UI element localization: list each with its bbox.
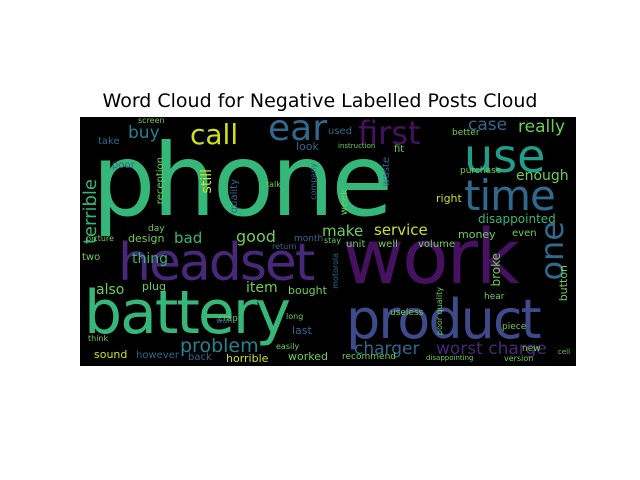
word-back: back xyxy=(188,352,212,363)
word-month: month xyxy=(294,234,324,244)
word-want: want xyxy=(216,316,236,325)
word-easily: easily xyxy=(276,342,300,351)
word-talk: talk xyxy=(266,180,281,189)
word-crap: crap xyxy=(218,314,238,324)
word-well: well xyxy=(378,239,398,250)
word-disappointing: disappointing xyxy=(426,354,474,362)
word-phone: phone xyxy=(92,122,393,239)
word-better: better xyxy=(452,128,480,138)
word-picture: picture xyxy=(86,234,114,243)
word-volume: volume xyxy=(418,239,456,250)
word-buy: buy xyxy=(128,123,160,143)
word-fit: fit xyxy=(394,144,405,155)
word-purchase: purchase xyxy=(460,166,502,176)
word-plug: plug xyxy=(142,280,166,293)
word-still: still xyxy=(199,169,215,194)
word-new: new xyxy=(522,344,541,354)
word-headset: headset xyxy=(118,233,315,293)
word-item: item xyxy=(246,280,278,296)
word-work: work xyxy=(342,212,520,301)
word-first: first xyxy=(358,117,421,152)
word-motorola: motorola xyxy=(331,253,340,289)
word-screen: screen xyxy=(138,117,165,125)
word-button: button xyxy=(557,265,570,302)
word-battery: battery xyxy=(84,278,291,348)
word-poor-quality: poor quality xyxy=(435,287,444,336)
word-worked: worked xyxy=(288,350,328,363)
word-charger: charger xyxy=(354,339,420,359)
word-bought: bought xyxy=(288,284,327,297)
word-horrible: horrible xyxy=(226,352,269,365)
word-product: product xyxy=(346,288,542,351)
word-look: look xyxy=(296,140,319,153)
word-think: think xyxy=(88,334,109,343)
word-version: version xyxy=(504,354,534,363)
word-worst-charge: worst charge xyxy=(436,339,547,359)
word-disappointed: disappointed xyxy=(478,212,556,226)
word-week: week xyxy=(339,189,350,216)
word-right: right xyxy=(436,192,462,205)
word-instruction: instruction xyxy=(338,142,376,150)
word-service: service xyxy=(374,221,428,239)
word-cell: cell xyxy=(558,348,571,356)
word-case: case xyxy=(468,117,508,135)
word-useless: useless xyxy=(390,308,424,318)
word-reception: reception xyxy=(155,157,166,205)
word-unit: unit xyxy=(346,239,366,250)
word-broke: broke xyxy=(489,253,503,287)
word-sound: sound xyxy=(94,348,128,361)
word-two: two xyxy=(82,252,101,263)
word-enough: enough xyxy=(516,168,569,184)
word-even: even xyxy=(512,228,537,239)
word-quality: quality xyxy=(229,179,240,214)
word-good: good xyxy=(236,227,276,246)
word-day: day xyxy=(148,224,165,234)
word-use: use xyxy=(464,129,546,183)
word-problem: problem xyxy=(180,335,259,357)
word-long: long xyxy=(286,312,304,321)
word-ear: ear xyxy=(268,117,328,149)
word-make: make xyxy=(322,222,364,240)
word-waste: waste xyxy=(381,157,392,187)
word-piece: piece xyxy=(502,322,527,332)
word-however: however xyxy=(136,350,179,361)
word-poor: poor xyxy=(112,160,135,171)
word-also: also xyxy=(96,282,125,298)
word-really: really xyxy=(518,117,565,137)
word-thing: thing xyxy=(132,251,169,267)
word-money: money xyxy=(458,228,496,241)
word-stay: stay xyxy=(324,236,341,245)
word-return: return xyxy=(272,242,297,251)
word-time: time xyxy=(464,171,556,220)
word-bad: bad xyxy=(174,229,203,247)
word-cloud: phone work battery product headset use t… xyxy=(80,117,576,366)
word-hear: hear xyxy=(484,292,505,302)
word-take: take xyxy=(98,136,120,147)
word-recommend: recommend xyxy=(342,352,396,362)
word-call: call xyxy=(190,118,239,151)
chart-title: Word Cloud for Negative Labelled Posts C… xyxy=(102,90,538,112)
word-company: company xyxy=(309,163,318,200)
word-used: used xyxy=(328,126,353,137)
word-last: last xyxy=(292,324,312,337)
word-design: design xyxy=(128,232,165,245)
